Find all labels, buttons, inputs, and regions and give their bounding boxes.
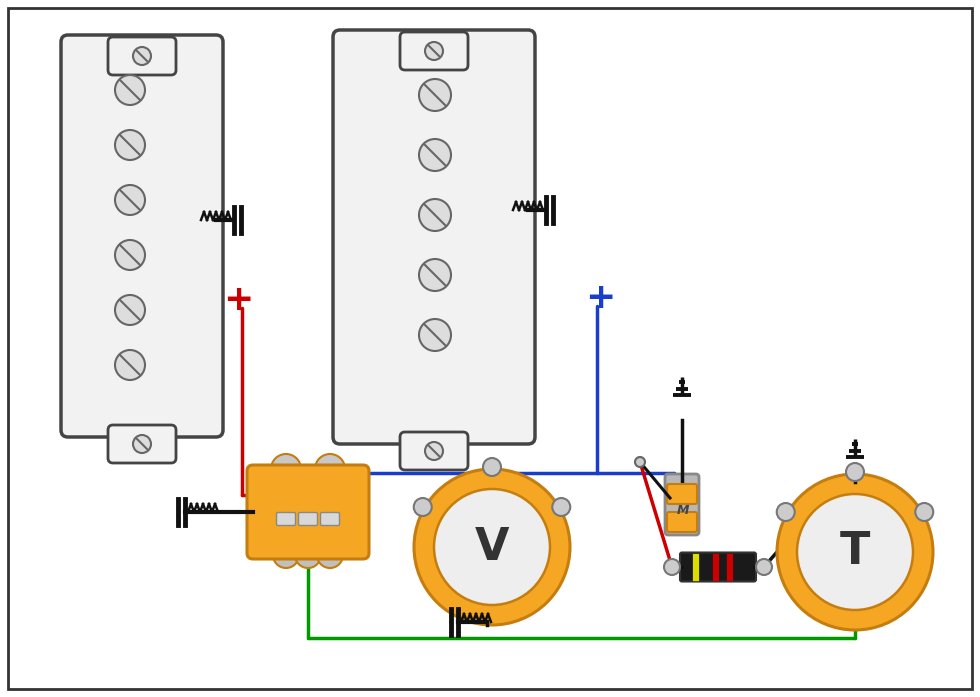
Circle shape [419,199,451,231]
Text: T: T [840,530,870,574]
Circle shape [414,498,432,516]
FancyBboxPatch shape [299,512,318,526]
Circle shape [915,503,933,521]
FancyBboxPatch shape [61,35,223,437]
Circle shape [664,559,680,575]
Circle shape [115,75,145,105]
Text: V: V [474,526,510,569]
FancyBboxPatch shape [667,512,697,532]
Circle shape [273,542,299,568]
Circle shape [425,442,443,460]
Circle shape [553,498,570,516]
Text: +: + [222,283,253,317]
FancyBboxPatch shape [276,512,296,526]
Text: +: + [585,281,615,315]
Circle shape [115,240,145,270]
Circle shape [419,139,451,171]
Circle shape [777,503,795,521]
Circle shape [414,469,570,625]
FancyBboxPatch shape [333,30,535,444]
Circle shape [115,130,145,160]
Text: M: M [677,503,689,516]
FancyBboxPatch shape [108,425,176,463]
Circle shape [315,454,345,484]
FancyBboxPatch shape [400,32,468,70]
Circle shape [271,454,301,484]
FancyBboxPatch shape [247,465,369,559]
Circle shape [756,559,772,575]
Circle shape [419,319,451,351]
Circle shape [483,458,501,476]
Circle shape [133,435,151,453]
Circle shape [115,185,145,215]
Circle shape [797,494,913,610]
Circle shape [115,350,145,380]
Circle shape [419,79,451,111]
Circle shape [133,47,151,65]
Circle shape [295,542,321,568]
Circle shape [434,489,550,605]
FancyBboxPatch shape [108,37,176,75]
FancyBboxPatch shape [320,512,339,526]
Circle shape [419,259,451,291]
FancyBboxPatch shape [667,484,697,504]
Circle shape [425,42,443,60]
Circle shape [846,463,864,481]
FancyBboxPatch shape [680,553,756,581]
Circle shape [317,542,343,568]
Circle shape [777,474,933,630]
FancyBboxPatch shape [400,432,468,470]
Circle shape [115,295,145,325]
FancyBboxPatch shape [665,474,699,535]
Circle shape [635,457,645,467]
